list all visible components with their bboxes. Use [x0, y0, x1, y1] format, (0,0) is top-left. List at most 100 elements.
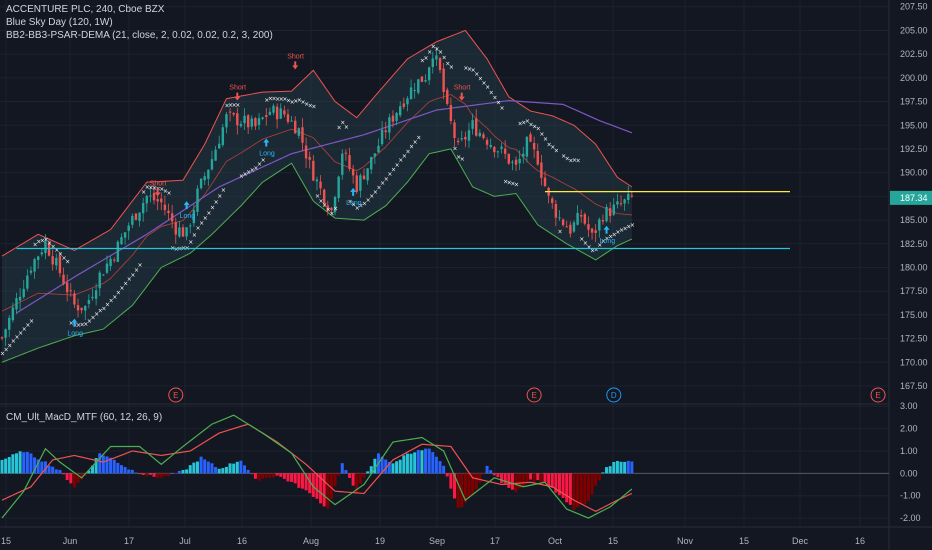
macd-histogram-bar-44 — [159, 473, 163, 478]
indicator-macd[interactable]: CM_Ult_MacD_MTF (60, 12, 26, 9) — [6, 412, 163, 423]
macd-histogram-bar-53 — [192, 462, 196, 474]
candle-body-96 — [348, 155, 351, 169]
candle-body-9 — [33, 259, 36, 272]
psar-dot-113: × — [409, 144, 414, 151]
candle-body-95 — [344, 152, 348, 154]
candle-body-44 — [160, 198, 163, 203]
psar-dot-30: × — [109, 298, 114, 305]
last-price-badge — [890, 190, 932, 205]
candle-body-53 — [192, 210, 196, 224]
psar-dot-8: × — [29, 318, 34, 325]
macd-histogram-bar-151 — [547, 473, 551, 487]
macd-tick-label-2: 1.00 — [900, 446, 918, 456]
price-tick-label-13: 200.00 — [900, 73, 928, 83]
candle-body-64 — [232, 113, 235, 115]
candle-body-13 — [47, 242, 51, 256]
time-tick-label-5: Aug — [303, 536, 319, 546]
candle-body-23 — [84, 305, 87, 311]
macd-histogram-bar-45 — [163, 473, 167, 477]
candle-body-46 — [167, 210, 170, 214]
macd-histogram-bar-8 — [29, 453, 33, 474]
psar-dot-173: × — [626, 224, 631, 231]
candle-body-111 — [402, 103, 406, 107]
macd-histogram-bar-81 — [293, 473, 297, 484]
signal-arrow-1 — [154, 188, 161, 197]
macd-histogram-bar-101 — [366, 471, 370, 474]
candle-body-88 — [319, 181, 322, 189]
psar-dot-44: × — [159, 186, 164, 193]
psar-dot-142: × — [514, 182, 519, 189]
macd-histogram-bar-102 — [369, 466, 373, 474]
candle-body-125 — [453, 122, 456, 139]
candle-body-100 — [362, 175, 366, 180]
psar-dot-155: × — [561, 153, 566, 160]
psar-dot-6: × — [22, 326, 27, 333]
macd-histogram-bar-118 — [427, 448, 431, 474]
macd-histogram-bar-131 — [474, 473, 478, 490]
candle-body-137 — [496, 151, 500, 153]
macd-histogram-bar-29 — [105, 456, 109, 474]
macd-histogram-bar-126 — [456, 473, 460, 508]
macd-histogram-bar-152 — [550, 473, 554, 488]
candle-body-4 — [15, 298, 18, 310]
candle-body-67 — [243, 115, 246, 124]
candle-body-76 — [275, 106, 279, 120]
macd-histogram-bar-30 — [109, 457, 113, 474]
signal-arrow-7 — [458, 92, 465, 101]
psar-dot-18: × — [65, 259, 70, 266]
macd-histogram-bar-94 — [340, 463, 344, 474]
psar-dot-143: × — [518, 121, 523, 128]
psar-dot-19: × — [69, 320, 74, 327]
macd-histogram-bar-161 — [583, 473, 587, 505]
psar-dot-48: × — [174, 246, 179, 253]
signal-label-4: Long — [259, 151, 275, 158]
macd-histogram-bar-38 — [138, 473, 142, 475]
signal-label-1: Short — [150, 180, 167, 187]
psar-dot-67: × — [243, 171, 248, 178]
macd-histogram-bar-89 — [322, 473, 326, 507]
macd-histogram-bar-168 — [608, 466, 612, 474]
macd-histogram-bar-144 — [521, 473, 525, 487]
candle-body-45 — [163, 204, 167, 211]
candle-body-106 — [384, 130, 387, 133]
band-fill — [2, 30, 632, 363]
macd-tick-label-4: -1.00 — [900, 491, 921, 501]
macd-histogram-bar-3 — [11, 454, 15, 474]
signal-arrow-8 — [603, 225, 610, 234]
candle-body-87 — [315, 179, 319, 182]
macd-histogram-bar-106 — [384, 459, 388, 474]
psar-dot-40: × — [145, 184, 150, 191]
psar-dot-52: × — [188, 239, 193, 246]
psar-dot-27: × — [98, 308, 103, 315]
candle-body-39 — [141, 202, 145, 214]
event-label-3: E — [875, 391, 880, 400]
candle-body-66 — [239, 123, 243, 127]
macd-histogram-bar-71 — [257, 473, 261, 481]
psar-dot-129: × — [467, 66, 472, 73]
psar-dot-131: × — [474, 71, 479, 78]
candle-body-24 — [87, 299, 91, 304]
psar-dot-75: × — [272, 96, 277, 103]
psar-dot-24: × — [87, 318, 92, 325]
price-tick-label-14: 202.50 — [900, 49, 928, 59]
candle-body-77 — [279, 108, 282, 119]
macd-histogram-bar-19 — [69, 473, 73, 484]
indicator-bb-psar-dema[interactable]: BB2-BB3-PSAR-DEMA (21, close, 2, 0.02, 0… — [6, 30, 273, 41]
macd-histogram-bar-115 — [416, 449, 420, 474]
indicator-blue-sky-day[interactable]: Blue Sky Day (120, 1W) — [6, 17, 113, 28]
candle-body-103 — [373, 153, 377, 157]
macd-histogram-bar-110 — [398, 459, 402, 474]
horizontal-lines[interactable] — [16, 190, 790, 250]
psar-dot-149: × — [539, 131, 544, 138]
psar-dot-57: × — [206, 210, 211, 217]
candle-body-17 — [62, 274, 65, 285]
macd-histogram-bar-84 — [304, 473, 308, 491]
macd-histogram-bar-25 — [91, 465, 94, 474]
time-tick-label-12: 15 — [739, 536, 749, 546]
macd-histogram-bar-69 — [250, 473, 254, 475]
psar-dot-74: × — [268, 96, 273, 103]
psar-dot-73: × — [264, 97, 269, 104]
psar-dot-5: × — [18, 330, 23, 337]
